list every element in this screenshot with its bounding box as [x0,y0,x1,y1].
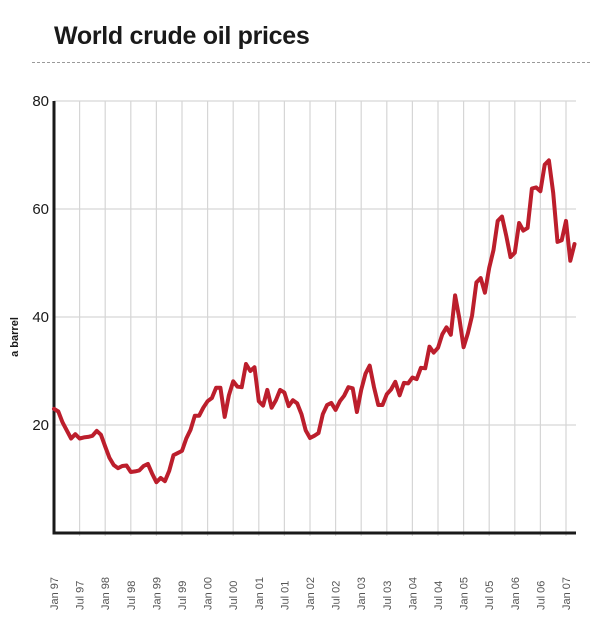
x-tick-label: Jan 07 [561,577,573,610]
y-tick-labels: 20 40 60 80 [32,93,49,434]
x-tick-label: Jan 02 [305,577,317,610]
x-tick-label: Jul 97 [75,581,87,610]
x-tick-label: Jul 02 [331,581,343,610]
x-tick-label: Jan 03 [356,577,368,610]
x-tick-label: Jul 06 [535,581,547,610]
y-tick-label: 40 [32,309,49,326]
horizontal-gridlines [54,100,576,426]
x-tick-label: Jul 04 [433,581,445,610]
x-tick-label: Jul 00 [228,581,240,610]
vertical-gridlines [78,101,567,536]
x-tick-labels: Jan 97 Jul 97 Jan 98 Jul 98 Jan 99 Jul 99 Jan … [49,577,573,610]
y-tick-label: 80 [32,93,49,110]
x-tick-label: Jan 01 [254,577,266,610]
x-tick-label: Jul 05 [484,581,496,610]
x-tick-label: Jan 04 [407,577,419,610]
x-tick-label: Jan 06 [510,577,522,610]
x-tick-label: Jul 03 [382,581,394,610]
x-tick-label: Jul 98 [126,581,138,610]
chart-title: World crude oil prices [54,22,310,50]
x-tick-label: Jan 00 [203,577,215,610]
y-tick-label: 20 [32,417,49,434]
x-tick-label: Jan 99 [151,577,163,610]
x-tick-label: Jan 98 [100,577,112,610]
x-tick-label: Jul 01 [279,581,291,610]
x-tick-label: Jan 97 [49,577,61,610]
x-tick-label: Jan 05 [459,577,471,610]
y-tick-label: 60 [32,201,49,218]
x-tick-label: Jul 99 [177,581,189,610]
price-line [52,158,577,485]
title-divider [32,62,590,63]
y-axis-label: a barrel [9,317,21,357]
